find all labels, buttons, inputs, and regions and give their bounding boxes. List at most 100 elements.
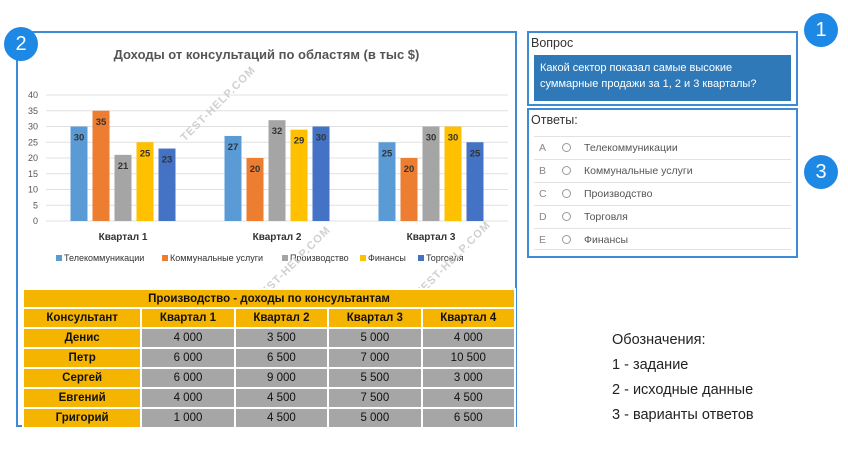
y-tick-label: 30	[28, 122, 38, 132]
legend-swatch	[360, 255, 366, 261]
bar-chart: 0 5 10 15 20 25 30 35 40 30 35 21 25 23 Квартал 1 27 20 3…	[28, 90, 508, 263]
data-label: 21	[118, 161, 129, 172]
consultant-name-cell: Петр	[21, 347, 143, 369]
badge-2: 2	[4, 27, 38, 61]
column-header: Консультант	[21, 307, 143, 329]
y-tick-label: 0	[33, 216, 38, 226]
value-cell: 4 000	[140, 327, 236, 349]
notation-legend: Обозначения: 1 - задание 2 - исходные да…	[612, 328, 754, 428]
answer-option[interactable]: D Торговля	[534, 205, 791, 227]
legend-item: 2 - исходные данные	[612, 382, 754, 398]
bar	[466, 142, 484, 221]
question-text: Какой сектор показал самые высокие сумма…	[534, 55, 791, 101]
value-cell: 10 500	[420, 347, 517, 369]
consultant-income-table: Производство - доходы по консультантам К…	[21, 288, 517, 429]
consultant-name-cell: Денис	[21, 327, 143, 349]
data-label: 32	[272, 126, 283, 137]
answers-panel: Ответы: A Телекоммуникации B Коммунальные у…	[527, 108, 798, 258]
answer-option[interactable]: B Коммунальные услуги	[534, 159, 791, 181]
data-label: 25	[382, 148, 393, 159]
bar	[422, 126, 440, 221]
column-header: Квартал 4	[420, 307, 517, 329]
value-cell: 6 000	[140, 347, 236, 369]
answer-label: Производство	[584, 188, 653, 200]
radio-button[interactable]	[562, 189, 571, 198]
consultant-name-cell: Григорий	[21, 407, 143, 429]
table-row: Григорий 1 000 4 500 5 000 6 500	[21, 407, 517, 429]
value-cell: 3 000	[420, 367, 517, 389]
answer-option[interactable]: A Телекоммуникации	[534, 136, 791, 158]
bar	[444, 126, 462, 221]
legend-swatch	[162, 255, 168, 261]
category-label: Квартал 1	[99, 232, 148, 243]
value-cell: 7 500	[327, 387, 423, 409]
legend-swatch	[56, 255, 62, 261]
y-tick-label: 35	[28, 106, 38, 116]
answers-label: Ответы:	[531, 113, 578, 127]
table-row: Сергей 6 000 9 000 5 500 3 000	[21, 367, 517, 389]
legend-swatch	[418, 255, 424, 261]
table-header-row: Консультант Квартал 1 Квартал 2 Квартал 3 Кв…	[21, 307, 517, 329]
data-label: 30	[74, 133, 85, 144]
answer-option[interactable]: E Финансы	[534, 228, 791, 250]
radio-button[interactable]	[562, 212, 571, 221]
bar	[224, 135, 242, 221]
bar	[158, 148, 176, 221]
answer-letter: E	[539, 234, 547, 246]
y-tick-label: 5	[33, 200, 38, 210]
answer-label: Финансы	[584, 234, 629, 246]
value-cell: 6 500	[420, 407, 517, 429]
chart-title: Доходы от консультаций по областям (в ты…	[113, 47, 420, 62]
bar	[378, 142, 396, 221]
y-tick-label: 10	[28, 185, 38, 195]
data-label: 35	[96, 117, 107, 128]
bar	[136, 142, 154, 221]
value-cell: 4 500	[233, 407, 330, 429]
value-cell: 5 500	[327, 367, 423, 389]
legend-title: Обозначения:	[612, 332, 706, 348]
table-row: Евгений 4 000 4 500 7 500 4 500	[21, 387, 517, 409]
radio-button[interactable]	[562, 166, 571, 175]
value-cell: 3 500	[233, 327, 330, 349]
value-cell: 9 000	[233, 367, 330, 389]
answer-option[interactable]: C Производство	[534, 182, 791, 204]
legend-entry: Производство	[290, 253, 349, 263]
y-tick-label: 15	[28, 169, 38, 179]
data-label: 25	[470, 148, 481, 159]
value-cell: 1 000	[140, 407, 236, 429]
legend-entry: Финансы	[368, 253, 406, 263]
table-caption: Производство - доходы по консультантам	[22, 288, 516, 309]
value-cell: 5 000	[327, 407, 423, 429]
bar	[400, 158, 418, 221]
data-label: 23	[162, 155, 173, 166]
bar	[92, 110, 110, 221]
answer-letter: B	[539, 165, 547, 177]
legend-entry: Телекоммуникации	[64, 253, 144, 263]
data-label: 27	[228, 142, 239, 153]
bar	[114, 154, 132, 221]
answer-label: Телекоммуникации	[584, 142, 678, 154]
data-label: 20	[250, 164, 261, 175]
radio-button[interactable]	[562, 235, 571, 244]
radio-button[interactable]	[562, 143, 571, 152]
bar	[70, 126, 88, 221]
answer-letter: D	[539, 211, 547, 223]
value-cell: 4 500	[420, 387, 517, 409]
value-cell: 6 000	[140, 367, 236, 389]
answer-letter: A	[539, 142, 547, 154]
y-tick-label: 40	[28, 90, 38, 100]
value-cell: 4 000	[140, 387, 236, 409]
value-cell: 4 000	[420, 327, 517, 349]
value-cell: 6 500	[233, 347, 330, 369]
data-label: 30	[316, 133, 327, 144]
bar	[268, 120, 286, 221]
category-label: Квартал 2	[253, 232, 302, 243]
answer-letter: C	[539, 188, 547, 200]
legend-item: 1 - задание	[612, 357, 689, 373]
data-label: 30	[426, 133, 437, 144]
value-cell: 5 000	[327, 327, 423, 349]
badge-3: 3	[804, 155, 838, 189]
legend-item: 3 - варианты ответов	[612, 407, 754, 423]
answer-label: Торговля	[584, 211, 628, 223]
bar	[312, 126, 330, 221]
